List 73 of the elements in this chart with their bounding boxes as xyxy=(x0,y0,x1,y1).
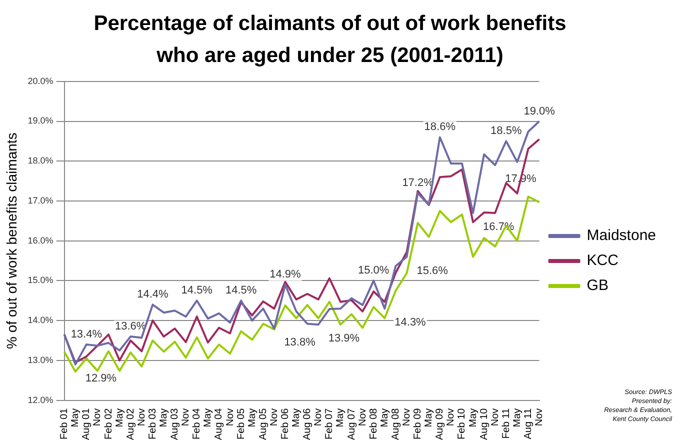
data-label: 13.8% xyxy=(284,336,316,349)
data-label: 14.4% xyxy=(137,288,168,301)
x-tick-label: Feb 05 xyxy=(236,408,247,440)
x-tick-label: Nov xyxy=(490,408,501,426)
data-label: 18.5% xyxy=(490,125,522,138)
x-tick-label: May xyxy=(291,408,302,428)
x-tick-label: Nov xyxy=(446,408,457,426)
y-tick-label: 12.0% xyxy=(28,394,54,405)
x-tick-label: Feb 06 xyxy=(280,408,291,440)
chart-title: Percentage of claimants of out of work benefits who are aged under 25 (2001-2011) xyxy=(92,11,568,69)
data-label: 14.9% xyxy=(270,268,302,281)
legend-label: Maidstone xyxy=(586,227,656,244)
y-tick-label: 19.0% xyxy=(28,116,54,126)
y-tick-label: 18.0% xyxy=(28,156,54,166)
x-tick-label: Aug 09 xyxy=(434,408,446,440)
x-tick-label: May xyxy=(202,408,214,428)
data-label: 13.6% xyxy=(114,320,146,333)
x-tick-label: Nov xyxy=(534,408,546,426)
x-tick-label: May xyxy=(158,408,170,428)
x-tick-label: Aug 01 xyxy=(81,408,92,440)
x-tick-label: Aug 06 xyxy=(302,408,314,440)
x-tick-label: Feb 09 xyxy=(412,408,424,440)
x-tick-label: May xyxy=(335,408,346,428)
x-tick-label: Nov xyxy=(313,408,324,426)
x-tick-label: Aug 03 xyxy=(170,408,181,440)
x-tick-label: May xyxy=(424,408,435,428)
x-tick-label: Aug 02 xyxy=(125,408,136,440)
x-tick-label: Nov xyxy=(136,408,148,426)
data-label: 15.0% xyxy=(358,264,390,277)
x-tick-label: Nov xyxy=(180,408,192,426)
x-tick-label: May xyxy=(512,408,523,428)
y-tick-label: 14.0% xyxy=(28,315,54,326)
y-axis-title: % of out of work benefits claimants xyxy=(3,132,20,350)
x-tick-label: Aug 08 xyxy=(390,408,402,440)
data-label: 18.6% xyxy=(424,121,456,134)
y-tick-label: 17.0% xyxy=(28,195,54,206)
x-tick-label: Feb 08 xyxy=(368,408,380,440)
x-tick-label: Aug 05 xyxy=(258,408,269,440)
x-tick-label: Feb 01 xyxy=(59,408,70,440)
x-tick-label: Aug 10 xyxy=(478,408,490,440)
y-tick-label: 15.0% xyxy=(28,275,54,286)
x-tick-label: Feb 04 xyxy=(192,408,203,440)
x-tick-label: May xyxy=(70,408,82,428)
y-tick-label: 20.0% xyxy=(28,76,54,86)
x-tick-label: May xyxy=(379,408,390,428)
x-tick-label: Aug 07 xyxy=(346,408,358,440)
x-tick-label: Aug 04 xyxy=(214,408,225,440)
x-tick-label: Nov xyxy=(401,408,412,426)
x-tick-label: Nov xyxy=(357,408,368,426)
data-label: 13.9% xyxy=(328,332,360,345)
x-tick-label: May xyxy=(246,408,258,428)
x-tick-label: Aug 11 xyxy=(523,408,534,440)
x-tick-label: May xyxy=(114,408,126,428)
x-tick-label: Nov xyxy=(268,408,280,426)
x-tick-label: Feb 07 xyxy=(324,408,336,440)
x-tick-label: Feb 10 xyxy=(456,408,468,440)
data-label: 13.4% xyxy=(70,328,102,341)
data-label: 14.5% xyxy=(225,284,257,297)
data-label: 14.3% xyxy=(394,316,426,329)
data-label: 15.6% xyxy=(416,264,448,277)
x-tick-label: May xyxy=(468,408,479,428)
legend-label: GB xyxy=(586,277,608,294)
data-label: 14.5% xyxy=(181,284,213,297)
x-tick-label: Feb 11 xyxy=(500,408,512,439)
y-tick-label: 16.0% xyxy=(28,235,54,246)
x-tick-label: Nov xyxy=(92,408,104,426)
data-label: 12.9% xyxy=(85,372,117,384)
data-label: 19.0% xyxy=(524,105,556,118)
x-tick-label: Nov xyxy=(224,408,236,426)
y-tick-label: 13.0% xyxy=(28,354,54,365)
legend-label: KCC xyxy=(586,252,619,270)
x-tick-label: Feb 03 xyxy=(147,408,158,440)
x-tick-label: Feb 02 xyxy=(103,408,114,440)
